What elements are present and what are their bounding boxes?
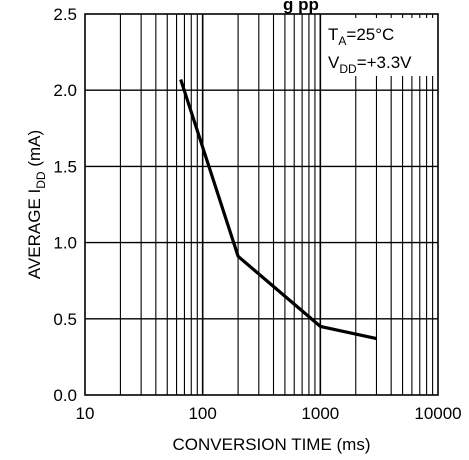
annotations: TA=25°C VDD=+3.3V [322, 18, 434, 76]
y-tick-label: 2.5 [53, 5, 77, 24]
plot-frame [84, 13, 439, 396]
series-group [179, 79, 377, 341]
y-tick-label: 1.0 [53, 234, 77, 253]
header-fragment-group: g pp [283, 0, 319, 14]
annotation-line: VDD=+3.3V [328, 53, 412, 76]
x-axis-title: CONVERSION TIME (ms) [172, 435, 370, 454]
x-tick-label: 10000 [414, 404, 461, 423]
x-tick-label: 10 [76, 404, 95, 423]
grid [84, 13, 439, 396]
y-tick-label: 0.0 [53, 386, 77, 405]
annotation-line: TA=25°C [328, 25, 394, 48]
y-tick-label: 1.5 [53, 157, 77, 176]
x-tick-label: 100 [188, 404, 216, 423]
x-tick-label: 1000 [301, 404, 339, 423]
series-line [179, 79, 377, 341]
x-tick-labels: 10 100 1000 10000 [76, 404, 462, 423]
annotation-box [322, 18, 434, 76]
y-tick-labels: 0.0 0.5 1.0 1.5 2.0 2.5 [53, 5, 77, 405]
y-tick-label: 2.0 [53, 81, 77, 100]
y-axis-title: AVERAGE IDD (mA) [25, 130, 48, 279]
header-fragment: g pp [283, 0, 319, 14]
y-tick-label: 0.5 [53, 310, 77, 329]
